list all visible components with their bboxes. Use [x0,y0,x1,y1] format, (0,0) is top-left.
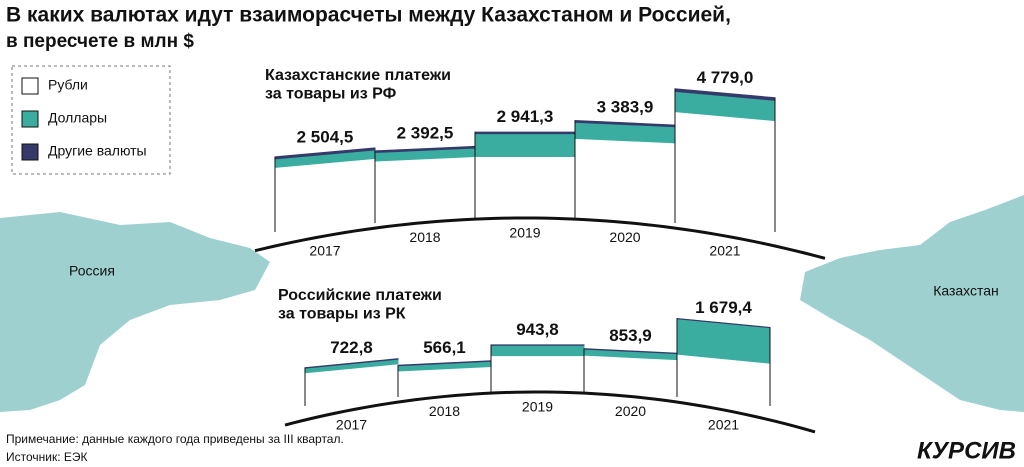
legend-swatch [21,77,39,95]
data-label: 943,8 [516,320,559,339]
data-label: 2 504,5 [297,127,354,146]
x-tick-label: 2019 [522,399,553,415]
band-segment [491,355,584,385]
band-segment [490,344,585,357]
band-segment [275,158,375,222]
note: Примечание: данные каждого года приведен… [6,432,344,446]
band-segment [474,131,576,135]
subtitle: в пересчете в млн $ [6,31,194,52]
x-tick-label: 2021 [709,243,740,259]
title: В каких валютах идут взаиморасчеты между… [6,4,731,27]
legend-label: Другие валюты [48,143,147,159]
data-label: 722,8 [330,338,373,357]
legend-swatch [21,110,39,128]
x-tick-label: 2018 [429,403,460,419]
map-kazakhstan [800,195,1024,412]
data-label: 2 392,5 [397,124,454,143]
band-segment [375,156,475,214]
map-russia [0,212,270,412]
baseline-arc [284,390,816,434]
data-label: 853,9 [609,326,652,345]
band-segment [575,138,675,214]
band-segment [677,354,770,398]
x-tick-label: 2021 [708,417,739,433]
band-segment [675,111,775,222]
chart-title: Российские платежи за товары из РК [278,287,442,322]
band-segment [474,133,576,158]
x-tick-label: 2020 [609,229,640,245]
map-label: Россия [69,263,115,279]
data-label: 2 941,3 [497,107,554,126]
chart-title: Казахстанские платежи за товары из РФ [265,67,451,102]
band-segment [398,366,491,390]
x-tick-label: 2019 [509,225,540,241]
legend-label: Рубли [48,77,88,93]
legend-label: Доллары [48,110,107,126]
x-tick-label: 2018 [409,229,440,245]
x-tick-label: 2020 [615,403,646,419]
data-label: 3 383,9 [597,98,654,117]
source: Источник: ЕЭК [6,450,88,464]
band-segment [305,363,398,398]
x-tick-label: 2017 [336,417,367,433]
band-segment [475,156,575,209]
logo: КУРСИВ [917,437,1016,464]
x-tick-label: 2017 [309,243,340,259]
data-label: 566,1 [423,338,466,357]
baseline-arc [254,216,826,260]
map-label: Казахстан [933,283,999,299]
legend-swatch [21,143,39,161]
band-segment [584,355,677,390]
data-label: 1 679,4 [695,298,752,317]
data-label: 4 779,0 [697,68,754,87]
